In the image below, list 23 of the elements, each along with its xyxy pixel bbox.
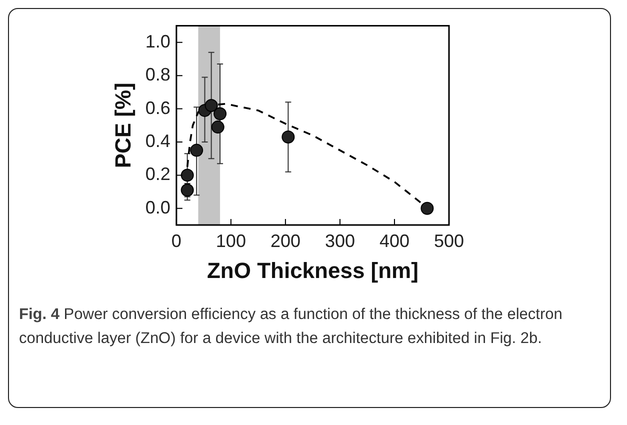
- x-tick-label: 200: [270, 230, 300, 251]
- point: [214, 107, 227, 120]
- x-tick-label: 400: [379, 230, 410, 251]
- y-tick-label: 0.8: [145, 64, 170, 85]
- y-tick-label: 0.4: [145, 130, 170, 151]
- y-tick-label: 1.0: [145, 31, 170, 52]
- x-tick-label: 0: [171, 230, 182, 251]
- y-tick-label: 0.2: [145, 164, 170, 184]
- point: [420, 202, 434, 215]
- x-tick-label: 500: [434, 230, 464, 251]
- x-tick-label: 100: [216, 230, 246, 251]
- x-axis-title: ZnO Thickness [nm]: [206, 258, 418, 283]
- point: [282, 130, 295, 144]
- point: [180, 184, 194, 197]
- point: [180, 168, 194, 182]
- y-tick-label: 0.6: [145, 98, 170, 118]
- y-axis-title: PCE [%]: [110, 82, 136, 168]
- point: [211, 120, 224, 134]
- point: [190, 144, 204, 157]
- y-tick-label: 0.0: [145, 197, 170, 218]
- caption: Fig. 4 Power conversion efficiency as a function of the thickness of the electron conductive layer (ZnO) for a device with the architecture exhibited in Fig. 2b.: [19, 305, 564, 349]
- x-tick-label: 300: [324, 230, 355, 251]
- point: [204, 98, 218, 112]
